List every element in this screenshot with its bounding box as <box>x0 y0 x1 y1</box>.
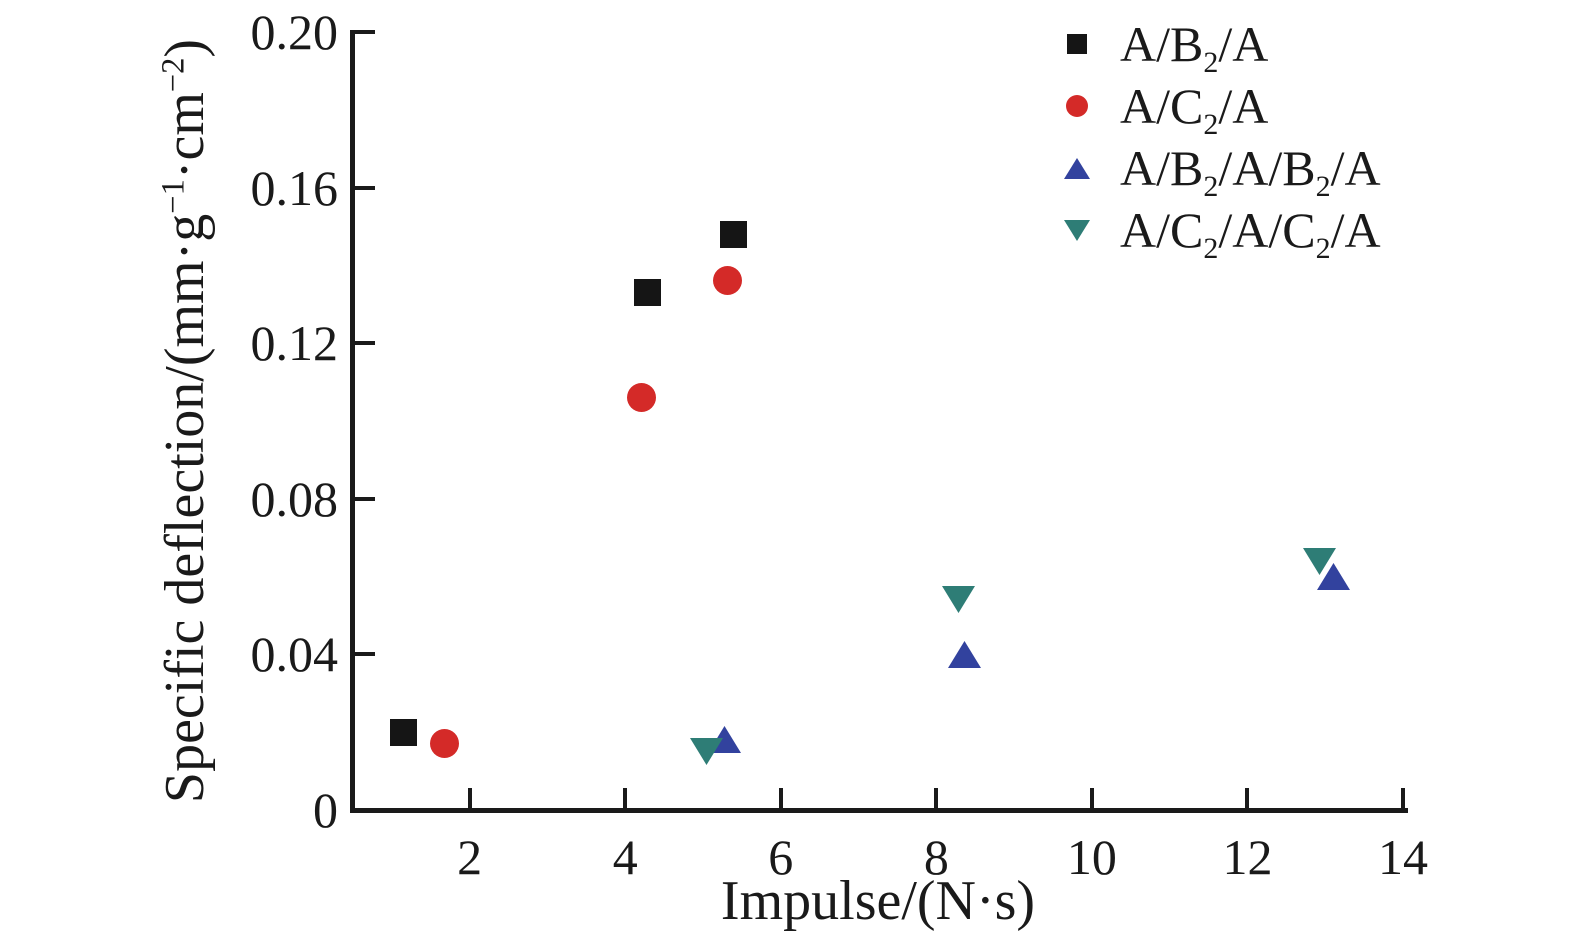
data-point-ac2a <box>430 729 460 759</box>
y-axis-spine <box>350 30 355 813</box>
legend-label-ab2ab2a: A/B2/A/B2/A <box>1120 140 1381 203</box>
legend-label-ac2a: A/C2/A <box>1120 78 1269 141</box>
y-tick-label: 0.12 <box>250 315 339 372</box>
y-tick-label: 0.04 <box>250 626 339 683</box>
legend-item-ac2ac2a: A/C2/A/C2/A <box>1060 202 1381 265</box>
x-tick-label: 4 <box>612 829 638 885</box>
plot-area <box>353 32 1403 810</box>
y-axis-title: Specific deflection/(mm·g−1·cm−2) <box>154 38 216 804</box>
data-point-ab2ab2a <box>947 640 981 668</box>
x-axis-spine <box>350 808 1408 813</box>
y-tick-mark <box>355 30 375 34</box>
data-point-ac2a <box>713 266 743 296</box>
x-tick-mark <box>1245 788 1250 808</box>
triangle-up-icon <box>1060 151 1094 185</box>
y-tick-mark <box>355 652 375 657</box>
x-tick-mark <box>1401 788 1405 808</box>
legend-label-ab2a: A/B2/A <box>1120 16 1269 79</box>
legend-item-ab2a: A/B2/A <box>1060 16 1381 79</box>
x-tick-mark <box>623 788 628 808</box>
y-tick-label: 0 <box>313 782 338 838</box>
data-point-ac2ac2a <box>690 738 724 766</box>
legend: A/B2/A A/C2/A A/B2/A/B2/A A/C2/A/C2/A <box>1060 16 1381 265</box>
triangle-down-icon <box>1060 213 1094 247</box>
x-tick-mark <box>467 788 472 808</box>
data-point-ac2ac2a <box>942 586 976 614</box>
y-tick-mark <box>355 341 375 346</box>
circle-icon <box>1060 89 1094 123</box>
y-tick-mark <box>355 496 375 501</box>
x-tick-mark <box>1089 788 1094 808</box>
data-point-ac2ac2a <box>1302 547 1336 575</box>
square-icon <box>1060 27 1094 61</box>
x-tick-label: 2 <box>457 829 483 885</box>
x-tick-mark <box>934 788 939 808</box>
x-tick-label: 10 <box>1066 829 1117 885</box>
data-point-ab2a <box>633 279 661 307</box>
data-point-ab2ab2a <box>1316 563 1350 591</box>
x-axis-title: Impulse/(N·s) <box>720 870 1036 932</box>
x-tick-label: 6 <box>768 829 794 885</box>
y-tick-mark <box>355 185 375 190</box>
legend-label-ac2ac2a: A/C2/A/C2/A <box>1120 202 1381 265</box>
legend-item-ac2a: A/C2/A <box>1060 78 1381 141</box>
x-tick-mark <box>778 788 783 808</box>
x-tick-label: 14 <box>1378 829 1428 885</box>
y-tick-label: 0.16 <box>250 159 339 216</box>
x-tick-label: 12 <box>1222 829 1273 885</box>
y-tick-label: 0.20 <box>250 4 339 60</box>
y-tick-label: 0.08 <box>250 470 339 527</box>
legend-item-ab2ab2a: A/B2/A/B2/A <box>1060 140 1381 203</box>
x-tick-label: 8 <box>923 829 949 885</box>
data-point-ab2a <box>390 718 418 746</box>
data-point-ab2a <box>719 220 747 248</box>
data-point-ac2a <box>627 383 657 413</box>
